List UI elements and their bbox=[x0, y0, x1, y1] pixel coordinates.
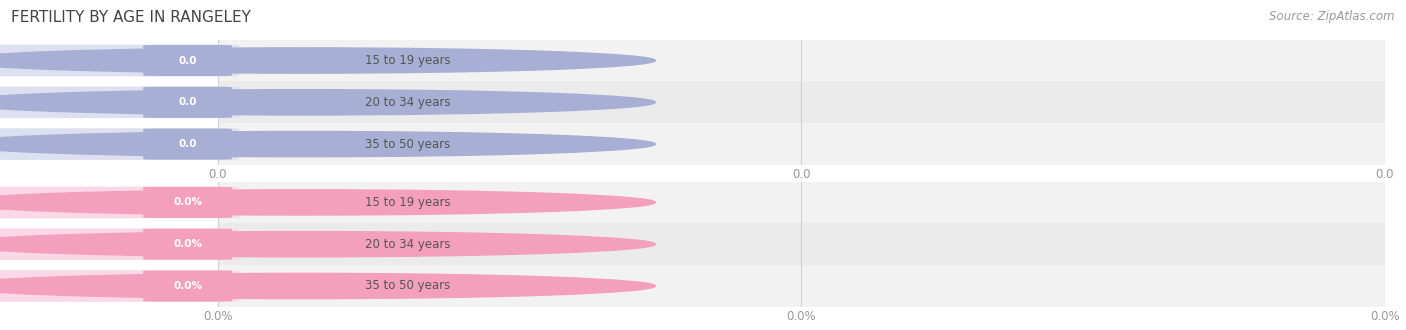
Text: Source: ZipAtlas.com: Source: ZipAtlas.com bbox=[1270, 10, 1395, 23]
Text: 20 to 34 years: 20 to 34 years bbox=[364, 238, 450, 251]
FancyBboxPatch shape bbox=[143, 129, 232, 160]
Bar bbox=[218, 265, 1385, 307]
Bar bbox=[218, 182, 1385, 223]
Text: 0.0%: 0.0% bbox=[173, 197, 202, 207]
FancyBboxPatch shape bbox=[0, 128, 239, 160]
FancyBboxPatch shape bbox=[143, 271, 232, 302]
FancyBboxPatch shape bbox=[143, 45, 232, 76]
Circle shape bbox=[0, 48, 655, 73]
FancyBboxPatch shape bbox=[143, 229, 232, 260]
FancyBboxPatch shape bbox=[143, 87, 232, 118]
FancyBboxPatch shape bbox=[0, 228, 239, 260]
FancyBboxPatch shape bbox=[0, 186, 239, 218]
FancyBboxPatch shape bbox=[0, 86, 239, 118]
Text: 15 to 19 years: 15 to 19 years bbox=[364, 196, 450, 209]
Bar bbox=[218, 40, 1385, 82]
FancyBboxPatch shape bbox=[0, 270, 239, 302]
Circle shape bbox=[0, 273, 655, 299]
Text: 0.0%: 0.0% bbox=[173, 281, 202, 291]
Text: FERTILITY BY AGE IN RANGELEY: FERTILITY BY AGE IN RANGELEY bbox=[11, 10, 252, 25]
Text: 0.0: 0.0 bbox=[179, 139, 197, 149]
Circle shape bbox=[0, 190, 655, 215]
Text: 20 to 34 years: 20 to 34 years bbox=[364, 96, 450, 109]
Text: 35 to 50 years: 35 to 50 years bbox=[364, 138, 450, 150]
FancyBboxPatch shape bbox=[143, 187, 232, 218]
Text: 35 to 50 years: 35 to 50 years bbox=[364, 280, 450, 292]
Bar bbox=[218, 223, 1385, 265]
Circle shape bbox=[0, 90, 655, 115]
Text: 15 to 19 years: 15 to 19 years bbox=[364, 54, 450, 67]
Text: 0.0: 0.0 bbox=[179, 55, 197, 65]
Text: 0.0%: 0.0% bbox=[173, 239, 202, 249]
Circle shape bbox=[0, 131, 655, 157]
Text: 0.0: 0.0 bbox=[179, 97, 197, 107]
FancyBboxPatch shape bbox=[0, 45, 239, 76]
Circle shape bbox=[0, 232, 655, 257]
Bar bbox=[218, 123, 1385, 165]
Bar bbox=[218, 82, 1385, 123]
